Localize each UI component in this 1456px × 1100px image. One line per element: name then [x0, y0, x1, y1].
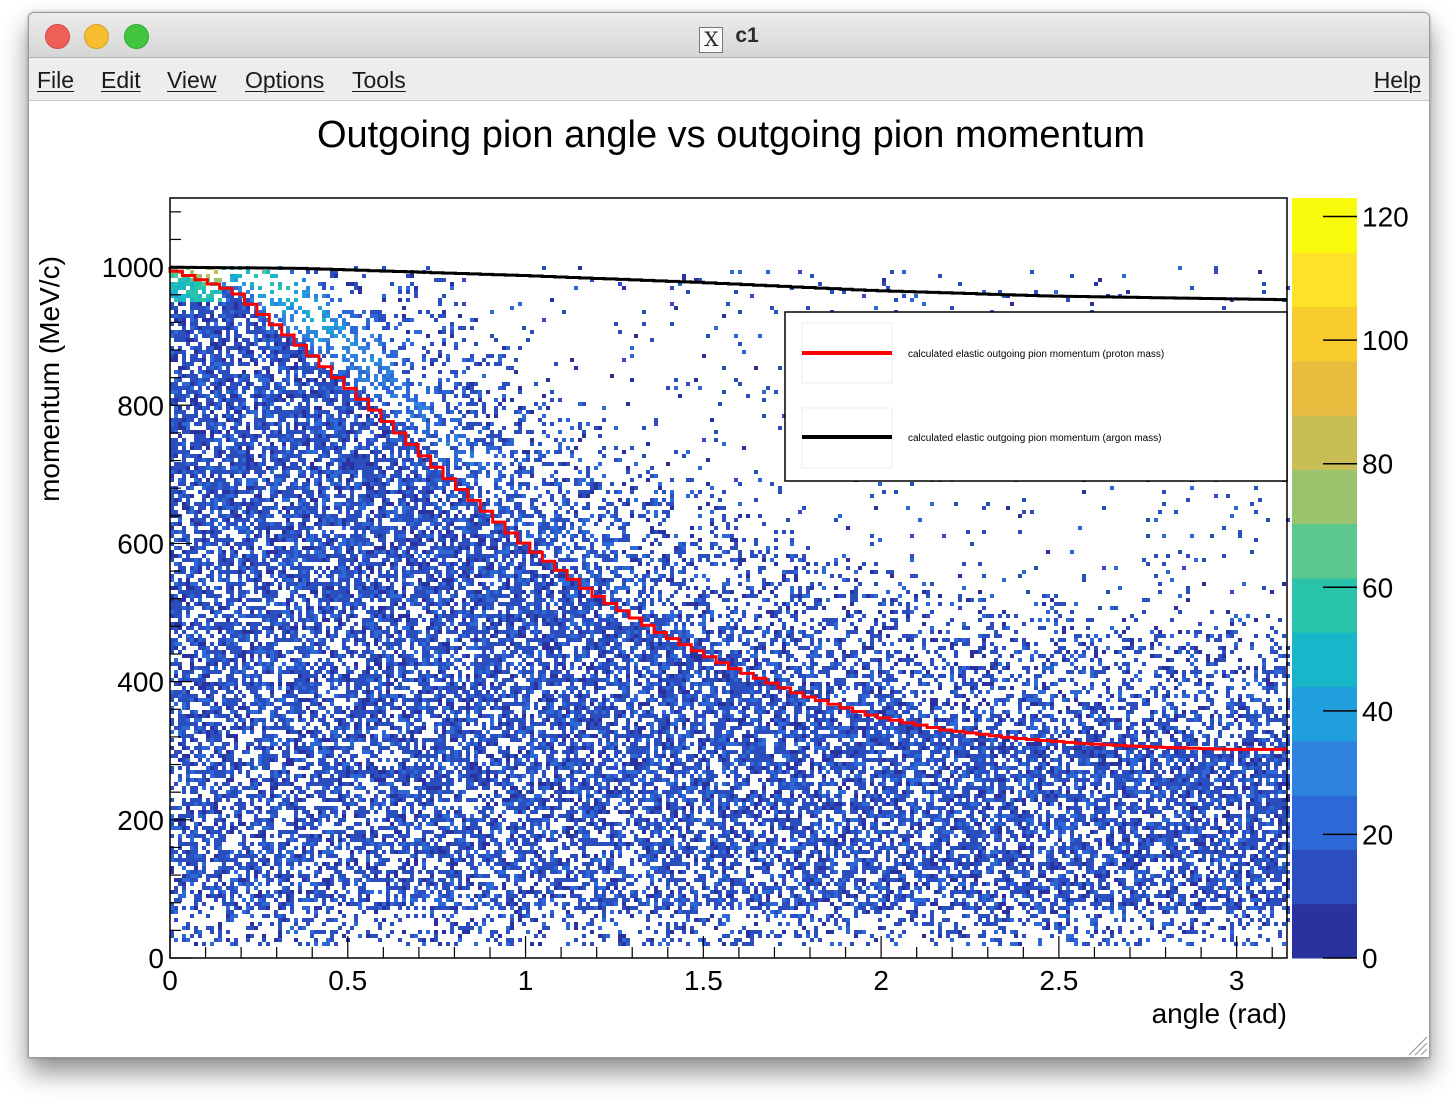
color-scale-band [1292, 198, 1357, 253]
menu-tools[interactable]: Tools [352, 67, 406, 93]
color-scale-band [1292, 469, 1357, 525]
color-scale-band [1292, 632, 1357, 688]
menu-options[interactable]: Options [245, 67, 325, 93]
color-scale-band [1292, 740, 1357, 796]
y-tick-label: 0 [148, 943, 164, 974]
minimize-button[interactable] [84, 24, 109, 49]
color-scale-label: 20 [1362, 819, 1393, 850]
x-tick-label: 3 [1229, 965, 1245, 996]
x-tick-label: 0 [162, 965, 178, 996]
y-axis: 0 200 400 600 800 1000 [102, 211, 192, 974]
color-scale-bar: 0 20 40 60 80 100 120 [1292, 198, 1409, 974]
zoom-button[interactable] [124, 24, 149, 49]
color-scale-label: 0 [1362, 943, 1378, 974]
calculated-curves [168, 265, 1287, 751]
plot-frame [169, 197, 1288, 959]
color-scale-band [1292, 415, 1357, 470]
legend: calculated elastic outgoing pion momentu… [784, 311, 1288, 482]
color-scale-label: 80 [1362, 449, 1393, 480]
legend-entry-proton: calculated elastic outgoing pion momentu… [908, 349, 1164, 360]
color-scale-label: 60 [1362, 572, 1393, 603]
menu-help[interactable]: Help [1373, 67, 1421, 93]
x-tick-label: 2 [873, 965, 889, 996]
y-tick-label: 400 [117, 667, 164, 698]
color-scale-label: 40 [1362, 696, 1393, 727]
x-tick-label: 2.5 [1039, 965, 1078, 996]
color-scale-band [1292, 360, 1357, 416]
close-button[interactable] [45, 24, 70, 49]
plot-canvas[interactable]: Outgoing pion angle vs outgoing pion mom… [29, 101, 1429, 1057]
legend-entry-argon: calculated elastic outgoing pion momentu… [908, 433, 1161, 444]
argon-mass-curve [168, 265, 1287, 302]
x-tick-label: 1 [518, 965, 534, 996]
resize-grip-icon[interactable] [1401, 1029, 1429, 1057]
color-scale-label: 100 [1362, 325, 1409, 356]
y-axis-label: momentum (MeV/c) [34, 256, 65, 502]
menu-file[interactable]: File [37, 67, 75, 93]
y-tick-label: 600 [117, 528, 164, 559]
chart-svg: Outgoing pion angle vs outgoing pion mom… [34, 114, 1409, 1029]
x-tick-label: 0.5 [328, 965, 367, 996]
chart-title: Outgoing pion angle vs outgoing pion mom… [317, 114, 1145, 156]
color-scale-band [1292, 686, 1357, 742]
window-title-text: c1 [735, 24, 759, 47]
color-scale-label: 120 [1362, 202, 1409, 233]
x-axis-label: angle (rad) [1152, 998, 1287, 1029]
menu-edit[interactable]: Edit [101, 67, 141, 93]
x-tick-label: 1.5 [684, 965, 723, 996]
x-axis: 0 0.5 1 1.5 2 2.5 3 [162, 936, 1273, 996]
y-tick-label: 200 [117, 805, 164, 836]
color-scale-band [1292, 903, 1357, 959]
proton-mass-curve [168, 267, 1287, 751]
color-scale-band [1292, 523, 1357, 579]
menu-view[interactable]: View [167, 67, 217, 93]
color-scale-band [1292, 849, 1357, 905]
color-scale-band [1292, 252, 1357, 308]
color-scale-band [1292, 795, 1357, 850]
color-scale-band [1292, 306, 1357, 362]
menu-bar: File Edit View Options Tools Help [29, 58, 1429, 101]
y-tick-label: 800 [117, 390, 164, 421]
heatmap-cells [170, 266, 1290, 946]
x11-icon: X [699, 27, 724, 53]
y-tick-label: 1000 [102, 252, 164, 283]
color-scale-band [1292, 578, 1357, 633]
